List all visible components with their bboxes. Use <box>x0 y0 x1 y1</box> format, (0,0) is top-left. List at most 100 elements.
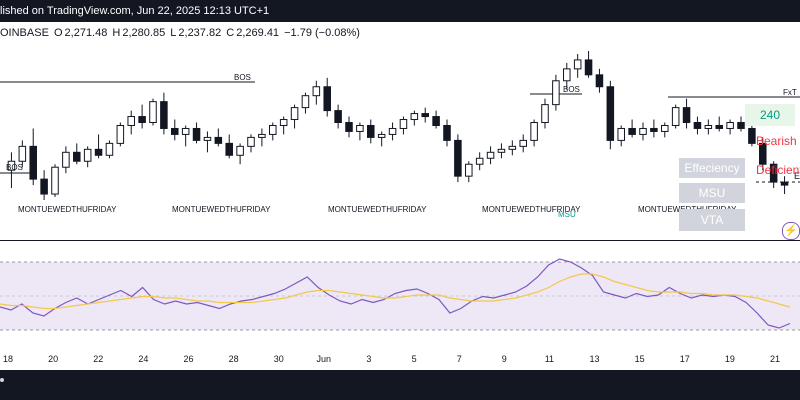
x-tick-label: 3 <box>366 354 371 364</box>
efficiency-label: Effeciency <box>679 158 745 178</box>
x-tick-label: Jun <box>317 354 332 364</box>
close-label: C <box>226 27 235 39</box>
candle <box>650 119 658 138</box>
candle <box>639 122 647 141</box>
pane-divider[interactable] <box>0 240 800 241</box>
open-value: 2,271.48 <box>64 27 108 39</box>
candle-body-down <box>160 101 168 129</box>
x-tick-label: 7 <box>457 354 462 364</box>
candle <box>127 110 135 135</box>
candle <box>606 80 615 150</box>
candle-body-down <box>715 124 723 129</box>
candle-body-up <box>116 124 125 144</box>
candle <box>693 116 702 135</box>
candle-body-down <box>595 74 604 88</box>
candle-body-up <box>617 127 625 141</box>
candle-body-up <box>377 133 386 138</box>
candle <box>748 125 756 147</box>
candle-body-up <box>486 151 495 159</box>
candle-body-up <box>552 80 560 106</box>
candle <box>595 68 604 93</box>
candle <box>138 104 146 129</box>
candle <box>530 119 538 147</box>
candle <box>377 131 386 147</box>
publish-bar: lished on TradingView.com, Jun 22, 2025 … <box>0 0 800 22</box>
candle <box>160 92 168 135</box>
low-value: 2,237.82 <box>178 27 222 39</box>
candle <box>443 119 451 147</box>
candle-body-up <box>105 142 114 156</box>
x-tick-label: 20 <box>48 354 58 364</box>
candle-body-up <box>726 122 734 129</box>
candle <box>279 116 288 135</box>
candle <box>203 131 212 153</box>
candle-body-up <box>573 59 582 70</box>
candle <box>486 146 495 165</box>
lightning-icon[interactable]: ⚡ <box>782 222 800 240</box>
exchange-label: OINBASE <box>0 27 49 39</box>
candle-body-up <box>704 124 713 129</box>
candle-body-up <box>247 136 255 147</box>
weekday-label: MONTUEWEDTHUFRIDAY <box>328 205 427 214</box>
candles-group <box>7 50 789 200</box>
published-text: lished on TradingView.com, Jun 22, 2025 … <box>0 5 270 17</box>
candle <box>737 116 745 132</box>
candle-body-up <box>236 145 244 156</box>
candle-body-down <box>94 148 103 156</box>
candle-body-up <box>62 151 70 168</box>
candle <box>759 137 767 171</box>
candle <box>552 74 560 111</box>
candle <box>181 125 190 147</box>
candle-body-up <box>388 127 397 135</box>
candle <box>247 134 255 153</box>
candle <box>573 53 582 78</box>
msu-label: MSU <box>679 183 745 203</box>
low-label: L <box>170 27 177 39</box>
candle-body-down <box>432 116 440 126</box>
candle-body-down <box>748 127 756 144</box>
weekday-label: MONTUEWEDTHUFRIDAY <box>18 205 117 214</box>
candle-body-up <box>7 160 16 171</box>
candle-body-up <box>269 124 277 135</box>
candle <box>269 122 277 141</box>
candle-body-down <box>73 151 81 162</box>
candle-body-up <box>312 86 321 97</box>
x-tick-label: 28 <box>229 354 239 364</box>
candle <box>563 62 571 90</box>
candle-body-up <box>149 101 157 124</box>
rsi-ma-line <box>0 273 791 310</box>
candle <box>628 119 636 138</box>
candle <box>323 77 331 117</box>
value-240-label: 240 <box>745 104 795 126</box>
candle-body-up <box>356 124 364 132</box>
candle-body-up <box>541 104 549 124</box>
candle <box>51 164 59 198</box>
candle <box>454 134 462 183</box>
x-tick-label: 24 <box>138 354 148 364</box>
candle <box>258 128 266 147</box>
candle <box>519 134 527 153</box>
candle-body-down <box>769 163 778 183</box>
candle-body-up <box>639 127 647 135</box>
candle-body-up <box>279 119 288 126</box>
candle <box>192 122 201 144</box>
x-tick-label: 15 <box>635 354 645 364</box>
candle <box>94 134 103 159</box>
candle-body-up <box>203 136 212 141</box>
candle <box>421 107 429 123</box>
candle-body-down <box>628 127 636 135</box>
candle <box>73 143 81 165</box>
candle-body-down <box>29 145 37 180</box>
close-value: 2,269.41 <box>236 27 280 39</box>
candle <box>116 122 125 147</box>
candle <box>149 98 157 126</box>
bos-label-2: BOS <box>6 163 23 172</box>
candle <box>225 134 233 159</box>
x-tick-label: 11 <box>545 354 554 364</box>
candle-body-down <box>367 124 375 138</box>
candle <box>236 143 244 165</box>
side-e-label: E <box>794 171 800 181</box>
x-axis: 18 20 22 24 26 28 30 Jun 3 5 7 9 11 13 15 17 19 21 <box>3 354 780 364</box>
candle <box>508 140 517 156</box>
